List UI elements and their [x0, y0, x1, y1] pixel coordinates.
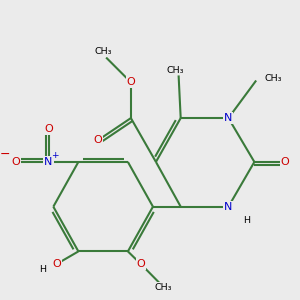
Text: CH₃: CH₃	[94, 47, 112, 56]
Text: +: +	[51, 151, 59, 160]
Text: H: H	[39, 265, 46, 274]
Text: O: O	[52, 259, 61, 269]
Text: O: O	[44, 124, 53, 134]
Text: O: O	[136, 259, 146, 269]
Text: CH₃: CH₃	[265, 74, 282, 82]
Text: O: O	[11, 157, 20, 167]
Text: CH₃: CH₃	[155, 283, 172, 292]
Text: N: N	[44, 157, 53, 167]
Text: O: O	[281, 157, 290, 167]
Text: N: N	[224, 202, 232, 212]
Text: N: N	[224, 113, 232, 123]
Text: −: −	[0, 148, 11, 161]
Text: O: O	[127, 77, 135, 87]
Text: O: O	[94, 135, 102, 145]
Text: CH₃: CH₃	[167, 66, 184, 75]
Text: H: H	[243, 216, 250, 225]
